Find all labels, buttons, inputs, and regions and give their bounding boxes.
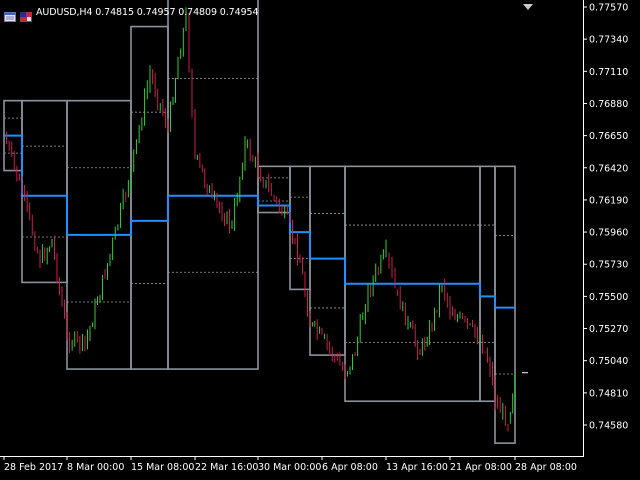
flag-icon bbox=[20, 7, 32, 22]
price-axis-label: 0.75040 bbox=[589, 356, 628, 367]
chart-shift-icon[interactable] bbox=[523, 4, 533, 10]
time-axis-label: 6 Apr 08:00 bbox=[322, 462, 378, 473]
channel-outer-band bbox=[167, 0, 259, 370]
price-axis-label: 0.75500 bbox=[589, 292, 628, 303]
price-axis-label: 0.75270 bbox=[589, 324, 628, 335]
price-axis-label: 0.77340 bbox=[589, 35, 628, 46]
chart-info-text: AUDUSD,H4 0.74815 0.74957 0.74809 0.7495… bbox=[36, 6, 259, 18]
window-menu-icon[interactable] bbox=[4, 7, 16, 22]
price-axis-label: 0.75960 bbox=[589, 228, 628, 239]
time-axis-label: 8 Mar 00:00 bbox=[67, 462, 124, 473]
price-axis-label: 0.75730 bbox=[589, 260, 628, 271]
time-axis-label: 13 Apr 16:00 bbox=[386, 462, 448, 473]
price-axis-label: 0.76650 bbox=[589, 131, 628, 142]
time-axis-label: 22 Mar 16:00 bbox=[195, 462, 258, 473]
time-axis-label: 30 Mar 00:00 bbox=[258, 462, 321, 473]
price-axis-label: 0.76190 bbox=[589, 195, 628, 206]
price-axis-label: 0.77570 bbox=[589, 3, 628, 14]
symbol-timeframe: AUDUSD,H4 bbox=[36, 6, 93, 18]
time-axis-label: 21 Apr 08:00 bbox=[450, 462, 512, 473]
price-axis-label: 0.74580 bbox=[589, 421, 628, 432]
price-axis-label: 0.76880 bbox=[589, 99, 628, 110]
chart-info-bar: AUDUSD,H4 0.74815 0.74957 0.74809 0.7495… bbox=[4, 5, 259, 22]
price-axis-label: 0.76420 bbox=[589, 163, 628, 174]
time-axis-label: 28 Apr 08:00 bbox=[515, 462, 577, 473]
time-axis-label: 28 Feb 2017 bbox=[4, 462, 63, 473]
price-axis-label: 0.74810 bbox=[589, 388, 628, 399]
time-axis-label: 15 Mar 08:00 bbox=[131, 462, 194, 473]
channel-outer-band bbox=[309, 165, 346, 356]
ohlc-values: 0.74815 0.74957 0.74809 0.74954 bbox=[95, 6, 259, 18]
price-axis-label: 0.77110 bbox=[589, 67, 628, 78]
channel-midline bbox=[4, 134, 515, 309]
